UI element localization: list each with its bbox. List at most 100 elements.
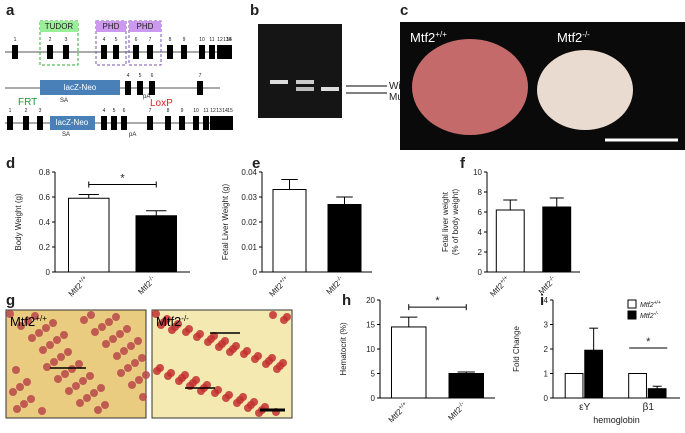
exon-number: 11 bbox=[209, 37, 214, 43]
cell bbox=[39, 346, 47, 354]
cell bbox=[97, 384, 105, 392]
genotype-label: Mtf2-/- bbox=[156, 314, 189, 329]
cell bbox=[127, 342, 135, 350]
cell bbox=[38, 407, 46, 415]
cell bbox=[164, 372, 172, 380]
cell bbox=[135, 376, 143, 384]
exon-number: 6 bbox=[135, 37, 138, 43]
cell bbox=[57, 353, 65, 361]
exon-number: 7 bbox=[199, 73, 202, 79]
y-tick-label: 0.02 bbox=[241, 218, 257, 227]
x-tick-label: Mtf2-/- bbox=[537, 275, 558, 296]
significance-label: * bbox=[435, 295, 440, 307]
gel-band bbox=[296, 87, 314, 91]
exon-number: 12 bbox=[217, 37, 223, 43]
cell bbox=[24, 317, 32, 325]
bar bbox=[327, 204, 362, 273]
y-tick-label: 3 bbox=[544, 321, 549, 330]
exon-number: 10 bbox=[199, 37, 205, 43]
category-sup: +/+ bbox=[278, 275, 289, 286]
error-bar bbox=[589, 327, 599, 351]
x-tick-label: Mtf2+/+ bbox=[488, 275, 512, 299]
cell bbox=[80, 316, 88, 324]
y-tick-label: 4 bbox=[478, 228, 483, 237]
error-bar bbox=[503, 199, 518, 210]
error-bar bbox=[281, 179, 298, 190]
exon bbox=[222, 116, 228, 130]
cell bbox=[42, 324, 50, 332]
cell bbox=[182, 328, 190, 336]
cell bbox=[175, 377, 183, 385]
exon bbox=[217, 45, 223, 59]
cell bbox=[27, 395, 35, 403]
phd-label-bg bbox=[129, 21, 161, 32]
exon-number: 4 bbox=[127, 73, 130, 79]
exon-number: 14 bbox=[222, 108, 228, 114]
exon bbox=[197, 81, 203, 95]
exon bbox=[227, 116, 233, 130]
x-tick-label: Mtf2+/+ bbox=[267, 275, 291, 299]
exon bbox=[125, 81, 131, 95]
error-bar bbox=[549, 197, 564, 207]
y-tick-label: 10 bbox=[366, 345, 375, 354]
y-axis-label: (% of body weight) bbox=[451, 189, 460, 256]
significance-label: * bbox=[646, 336, 651, 348]
exon bbox=[193, 116, 199, 130]
bar bbox=[391, 326, 427, 399]
x-tick-label: Mtf2+/+ bbox=[67, 275, 91, 299]
exon-number: 9 bbox=[181, 108, 184, 114]
panel-label: d bbox=[6, 155, 15, 172]
sa-label: SA bbox=[60, 98, 68, 104]
cell bbox=[64, 348, 72, 356]
exon bbox=[121, 116, 127, 130]
cell bbox=[240, 350, 248, 358]
exon bbox=[199, 45, 205, 59]
exon bbox=[133, 45, 139, 59]
cell bbox=[12, 366, 20, 374]
gel-band bbox=[296, 80, 314, 84]
exon-number: 3 bbox=[65, 37, 68, 43]
cell bbox=[76, 399, 84, 407]
cell bbox=[153, 367, 161, 375]
exon bbox=[165, 116, 171, 130]
cell bbox=[269, 311, 277, 319]
legend-swatch bbox=[627, 299, 637, 309]
cell bbox=[50, 358, 58, 366]
cell bbox=[251, 355, 259, 363]
cell bbox=[128, 381, 136, 389]
y-tick-label: 0 bbox=[46, 268, 51, 277]
bar bbox=[68, 197, 110, 273]
cell bbox=[13, 405, 21, 413]
lane-label: +/- bbox=[298, 11, 311, 23]
cell bbox=[134, 337, 142, 345]
cell bbox=[86, 372, 94, 380]
exon bbox=[216, 116, 222, 130]
tudor-label-bg bbox=[40, 21, 78, 32]
cell bbox=[226, 348, 234, 356]
y-tick-label: 2 bbox=[478, 248, 483, 257]
cell bbox=[204, 338, 212, 346]
cell bbox=[101, 401, 109, 409]
exon bbox=[12, 45, 18, 59]
exon bbox=[181, 45, 187, 59]
exon-number: 4 bbox=[103, 37, 106, 43]
cell bbox=[61, 370, 69, 378]
category-sup: -/- bbox=[336, 275, 344, 283]
category-sup: -/- bbox=[457, 401, 465, 409]
panel-label: e bbox=[252, 155, 260, 172]
cell bbox=[6, 310, 14, 318]
cell bbox=[152, 310, 160, 318]
bar bbox=[564, 373, 584, 399]
exon-number: 13 bbox=[216, 108, 222, 114]
exon bbox=[209, 45, 215, 59]
error-bar bbox=[78, 194, 99, 199]
tudor-box bbox=[39, 20, 79, 66]
cassette-label: lacZ-Neo bbox=[56, 118, 89, 127]
cell bbox=[43, 363, 51, 371]
genotype-label: Mtf2-/- bbox=[557, 30, 590, 45]
sa-label: SA bbox=[62, 132, 70, 138]
gel bbox=[258, 24, 342, 118]
exon bbox=[23, 116, 29, 130]
cell bbox=[72, 382, 80, 390]
